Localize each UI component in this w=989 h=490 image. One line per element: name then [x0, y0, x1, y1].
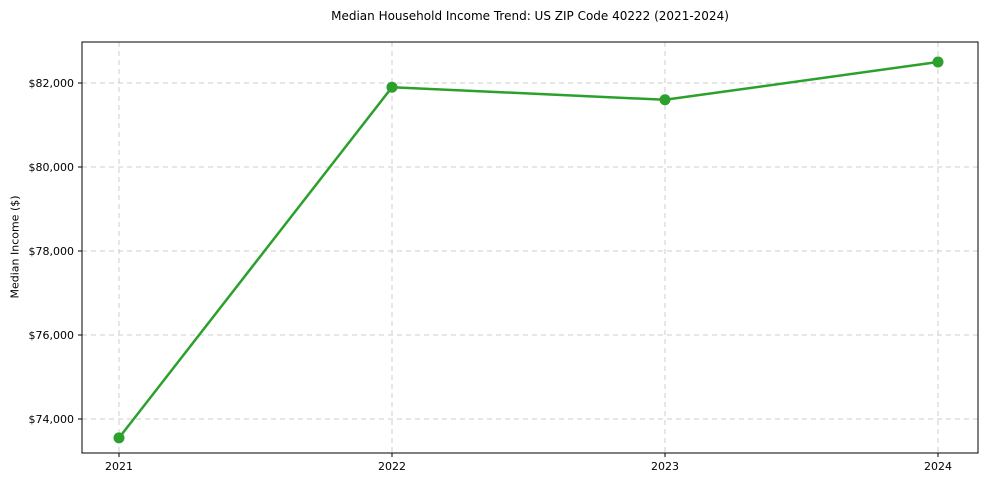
- y-axis-label: Median Income ($): [8, 195, 22, 299]
- data-point: [932, 56, 944, 68]
- x-tick-label: 2024: [924, 460, 952, 473]
- x-tick-label: 2023: [651, 460, 679, 473]
- y-tick-label: $80,000: [29, 161, 75, 174]
- y-tick-label: $78,000: [29, 245, 75, 258]
- plot-border: [81, 41, 979, 454]
- y-tick-label: $82,000: [29, 77, 75, 90]
- y-tick-label: $74,000: [29, 413, 75, 426]
- x-tick-label: 2022: [378, 460, 406, 473]
- x-tick-label: 2021: [105, 460, 133, 473]
- data-point: [386, 81, 398, 93]
- trend-line: [117, 60, 940, 440]
- chart-title: Median Household Income Trend: US ZIP Co…: [331, 9, 729, 23]
- y-tick-label: $76,000: [29, 329, 75, 342]
- data-point: [659, 94, 671, 106]
- data-point: [113, 432, 125, 444]
